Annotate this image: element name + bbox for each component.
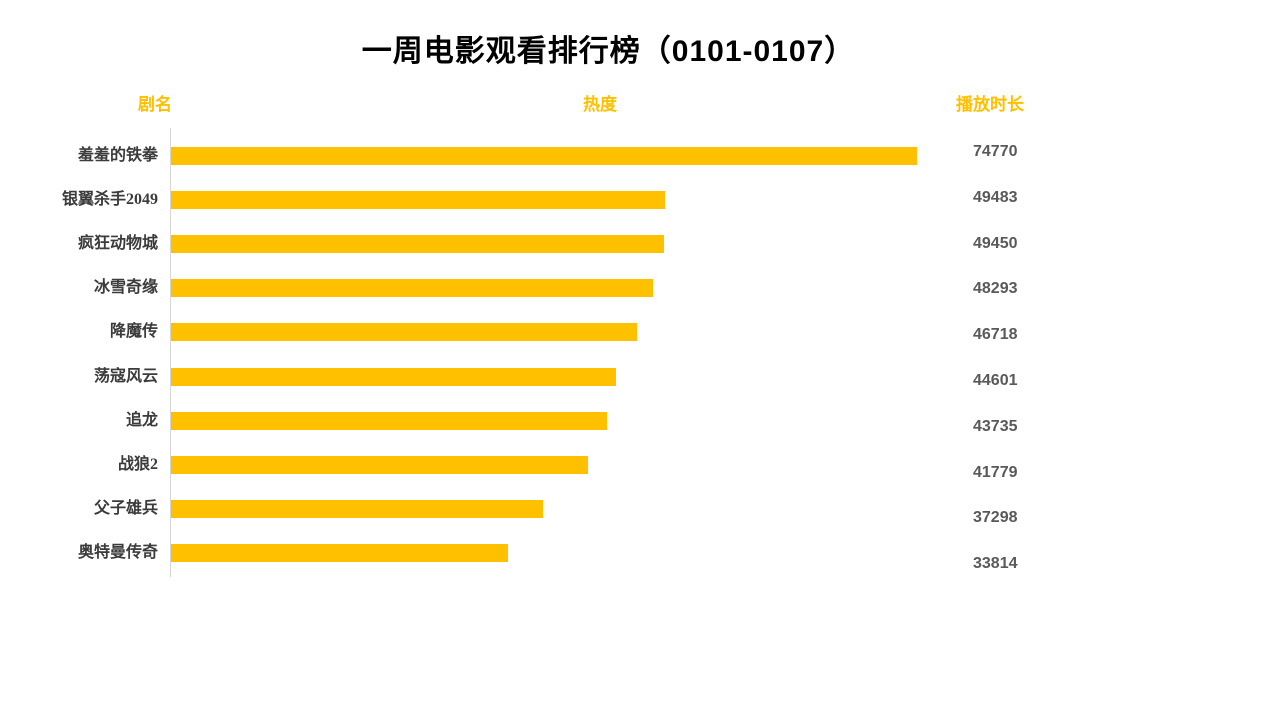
value-label: 48293 [973, 280, 1018, 297]
bar [171, 147, 917, 165]
value-label: 37298 [973, 509, 1018, 526]
value-label: 74770 [973, 143, 1018, 160]
value-label: 33814 [973, 555, 1018, 572]
value-label: 49483 [973, 189, 1018, 206]
bar [171, 500, 543, 518]
bar [171, 544, 508, 562]
column-header-name: 剧名 [138, 95, 172, 114]
bar [171, 368, 616, 386]
bar [171, 235, 664, 253]
value-label: 46718 [973, 326, 1018, 343]
bar [171, 456, 588, 474]
bar [171, 412, 607, 430]
bar [171, 191, 665, 209]
y-axis-line [170, 128, 171, 577]
category-label: 羞羞的铁拳 [77, 147, 158, 164]
category-label: 父子雄兵 [93, 500, 158, 517]
category-label: 战狼2 [117, 456, 158, 473]
value-label: 43735 [973, 418, 1018, 435]
category-label: 奥特曼传奇 [77, 544, 158, 561]
bar [171, 279, 653, 297]
column-header-heat: 热度 [583, 95, 617, 114]
category-label: 疯狂动物城 [77, 235, 158, 252]
bar [171, 323, 637, 341]
category-label: 荡寇风云 [93, 368, 158, 385]
category-label: 追龙 [125, 412, 158, 429]
value-label: 44601 [973, 372, 1018, 389]
value-label: 41779 [973, 464, 1018, 481]
category-label: 降魔传 [109, 323, 158, 340]
chart-title: 一周电影观看排行榜（0101-0107） [361, 35, 856, 68]
column-header-duration: 播放时长 [956, 95, 1024, 114]
value-label: 49450 [973, 235, 1018, 252]
category-label: 银翼杀手2049 [61, 191, 158, 208]
category-label: 冰雪奇缘 [93, 279, 158, 296]
